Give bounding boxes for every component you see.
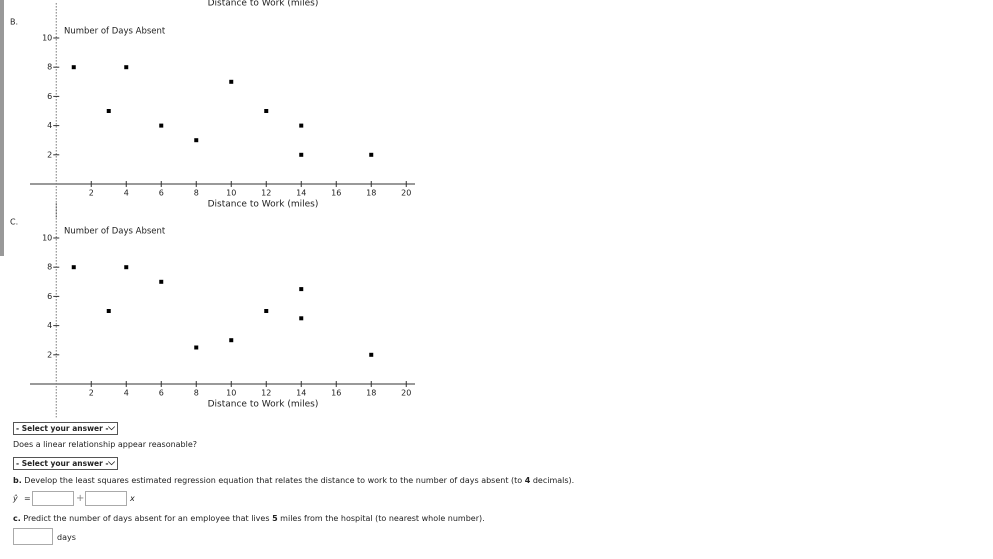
point [299, 123, 304, 128]
y-tick-label: 4 [47, 321, 52, 330]
point [264, 309, 269, 313]
y-axis-label: Number of Days Absent [64, 27, 166, 37]
point [194, 345, 199, 350]
y-tick-label: 2 [47, 150, 52, 159]
x-tick-label: 8 [194, 389, 199, 398]
y-tick-label: 6 [47, 92, 52, 101]
yhat: ŷ [13, 494, 18, 503]
equals: = [24, 494, 31, 503]
point [299, 152, 304, 157]
point [106, 309, 111, 313]
point [229, 338, 234, 343]
x-axis-label: Distance to Work (miles) [208, 400, 319, 410]
x-axis-label: Distance to Work (miles) [208, 200, 319, 210]
unit: days [57, 533, 76, 542]
part-b: b. Develop the least squares estimated r… [13, 476, 574, 485]
x-tick-label: 14 [296, 389, 306, 398]
x-tick-label: 20 [401, 389, 411, 398]
plus: + [76, 493, 85, 504]
point [106, 109, 111, 113]
point [159, 279, 164, 284]
point [124, 65, 129, 70]
part-c: c. Predict the number of days absent for… [13, 514, 485, 523]
part-letter: c. [13, 514, 21, 523]
chart-label: C. [10, 218, 18, 227]
part-letter: b. [13, 476, 22, 485]
text: Predict the number of days absent for an… [20, 514, 273, 523]
x-tick-label: 12 [261, 189, 271, 198]
scrollbar [0, 0, 4, 256]
x-tick-label: 6 [159, 189, 164, 198]
point [299, 287, 304, 292]
slope-input[interactable] [85, 491, 127, 506]
x-tick-label: 20 [401, 189, 411, 198]
y-tick-label: 4 [47, 121, 52, 130]
y-tick-label: 2 [47, 350, 52, 359]
point [369, 152, 374, 157]
point [194, 138, 199, 143]
point [229, 79, 234, 84]
question: Does a linear relationship appear reason… [13, 440, 198, 449]
text: miles from the hospital (to nearest whol… [277, 514, 485, 523]
x-tick-label: 10 [226, 389, 236, 398]
y-tick-label: 6 [47, 292, 52, 301]
select[interactable]: - Select your answer - ⌵ [13, 422, 118, 435]
x-tick-label: 12 [261, 389, 271, 398]
point [299, 316, 304, 321]
text: decimals). [530, 476, 575, 485]
point [264, 109, 269, 113]
x-tick-label: 14 [296, 189, 306, 198]
point [124, 265, 129, 270]
bold-text: 5 [272, 514, 278, 523]
x-tick-label: 2 [89, 389, 94, 398]
x-tick-label: 6 [159, 389, 164, 398]
point [159, 123, 164, 128]
point [71, 265, 76, 270]
chart-label: B. [10, 18, 18, 27]
x-tick-label: 8 [194, 189, 199, 198]
x-tick-label: 18 [366, 389, 376, 398]
point [369, 352, 374, 357]
prediction-input[interactable] [13, 528, 53, 545]
text: Develop the least squares estimated regr… [21, 476, 525, 485]
x-tick-label: 4 [124, 389, 129, 398]
y-tick-label: 10 [42, 234, 52, 243]
y-tick-label: 8 [47, 63, 52, 72]
x-tick-label: 10 [226, 189, 236, 198]
x-tick-label: 2 [89, 189, 94, 198]
select[interactable]: - Select your answer - ⌵ [13, 457, 118, 470]
bold-text: 4 [524, 476, 531, 485]
intercept-input[interactable] [32, 491, 74, 506]
y-axis-label: Number of Days Absent [64, 227, 166, 237]
x-tick-label: 18 [366, 189, 376, 198]
charts: Distance to Work (miles) B. 2 4 6 8 10 12 14 16 1… [10, 0, 415, 418]
y-tick-label: 10 [42, 34, 52, 43]
point [71, 65, 76, 70]
select-text: - Select your answer - [16, 459, 109, 468]
x-tick-label: 16 [331, 189, 341, 198]
x-axis-label: Distance to Work (miles) [208, 0, 319, 9]
x-tick-label: 4 [124, 189, 129, 198]
x-variable: x [130, 494, 135, 503]
x-tick-label: 16 [331, 389, 341, 398]
y-tick-label: 8 [47, 263, 52, 272]
select-text: - Select your answer - [16, 424, 109, 433]
